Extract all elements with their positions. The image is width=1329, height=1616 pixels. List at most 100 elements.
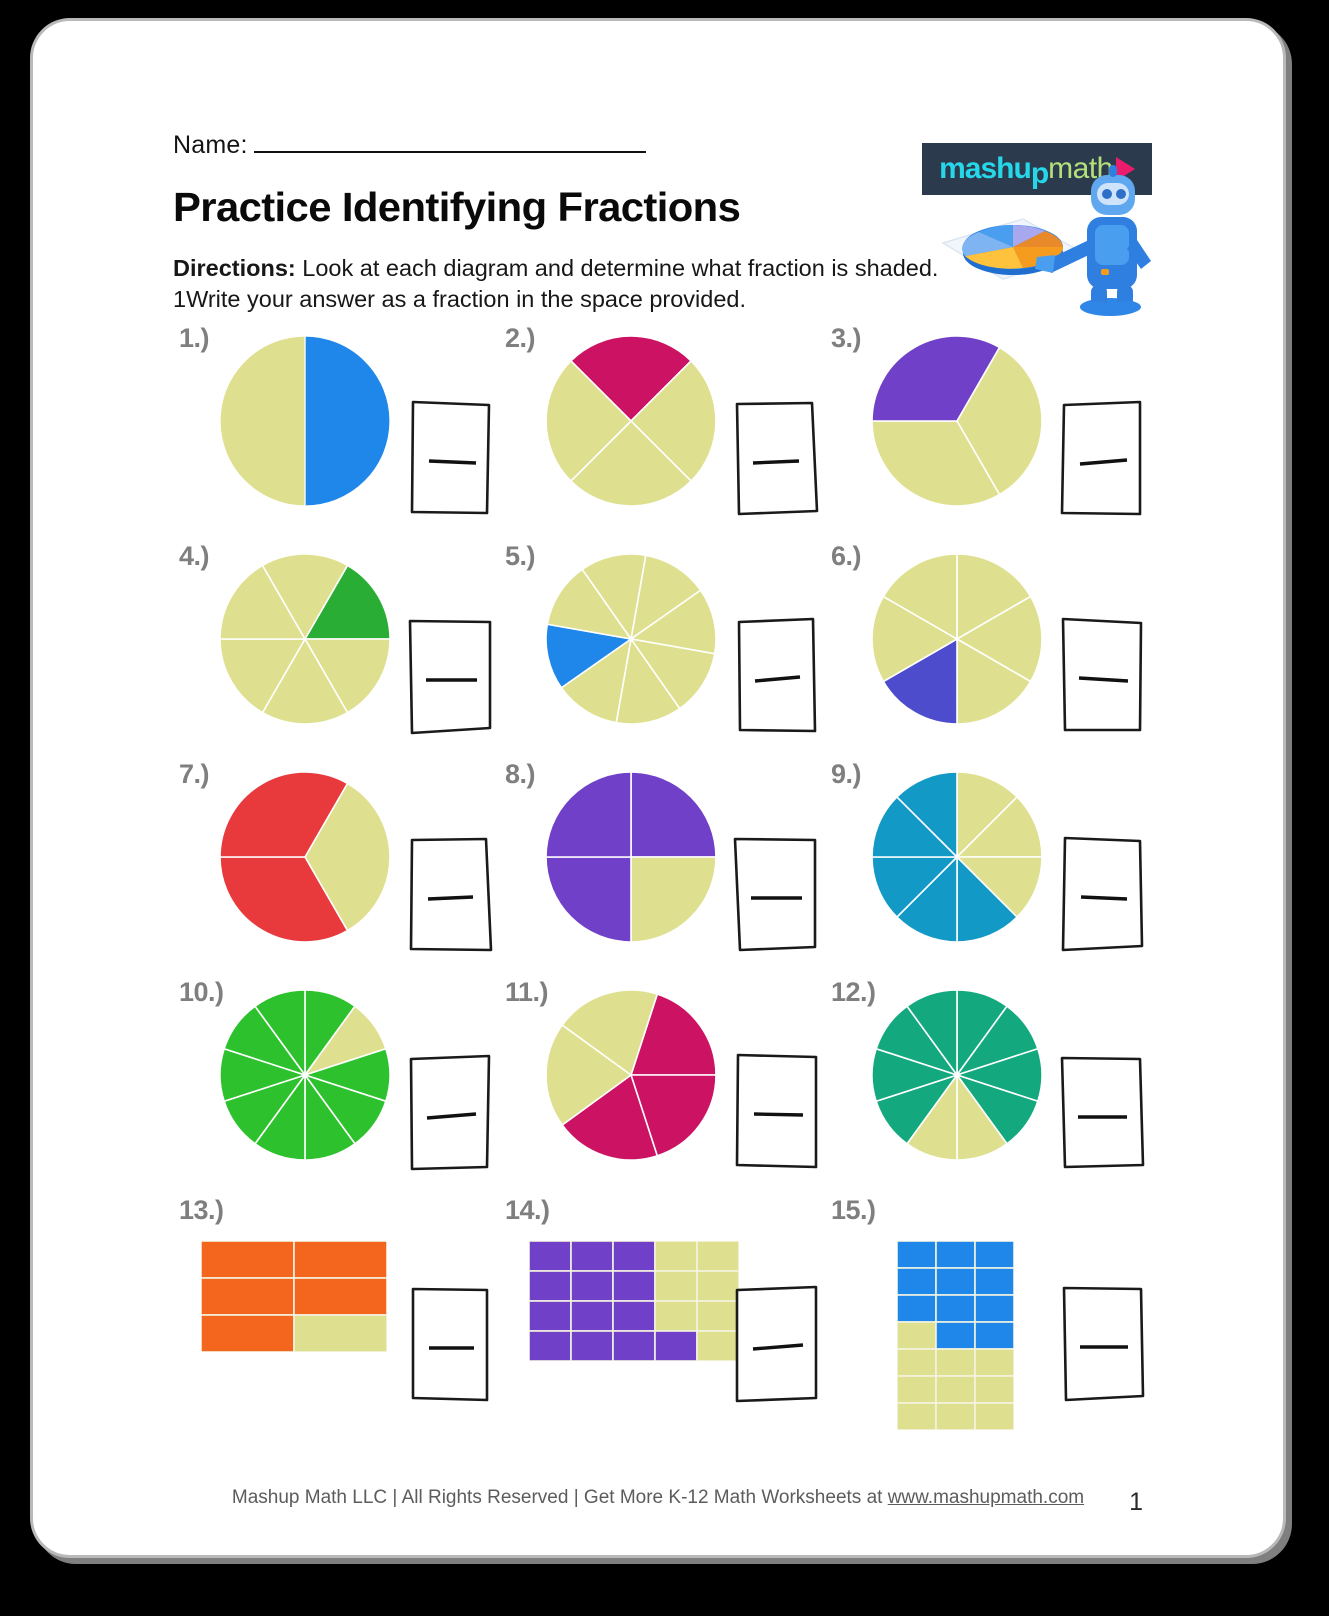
problem-number: 14.) (505, 1195, 550, 1225)
fraction-diagram (200, 1240, 388, 1357)
answer-box[interactable] (733, 1053, 819, 1171)
pie-diagram (545, 989, 717, 1161)
problem-4: 4.) (173, 535, 499, 753)
pie-slice (304, 335, 391, 507)
page-title: Practice Identifying Fractions (173, 184, 741, 230)
pie-slice (546, 568, 633, 641)
pie-slice (871, 420, 1001, 507)
box-border (409, 837, 493, 952)
grid-cell (528, 1270, 572, 1302)
problem-10: 10.) (173, 971, 499, 1189)
box-border (735, 401, 819, 516)
grid-cell (654, 1330, 698, 1362)
answer-box[interactable] (1059, 399, 1145, 517)
answer-box[interactable] (407, 399, 493, 517)
box-border (1060, 400, 1142, 516)
pie-slice (629, 993, 717, 1076)
name-label: Name: (173, 131, 248, 159)
footer-website-link[interactable]: www.mashupmath.com (887, 1487, 1085, 1508)
answer-box[interactable] (1059, 1053, 1145, 1171)
pie-slice (629, 637, 716, 710)
grid-cell (570, 1300, 614, 1332)
grid-cell (974, 1375, 1015, 1404)
fraction-diagram (867, 549, 1047, 734)
answer-box-outline (411, 1287, 489, 1402)
page-number: 1 (1129, 1488, 1143, 1516)
pie-slice (545, 856, 632, 943)
grid-cell (974, 1402, 1015, 1431)
fraction-diagram (541, 767, 721, 952)
problem-15: 15.) (825, 1189, 1151, 1431)
pie-slice (882, 637, 958, 725)
answer-box[interactable] (1059, 1285, 1145, 1403)
problem-number: 15.) (831, 1195, 876, 1225)
grid-diagram (896, 1240, 1015, 1431)
pie-slice (581, 553, 647, 642)
name-write-in-line[interactable] (253, 151, 646, 153)
pie-slice (628, 589, 717, 655)
box-border (1060, 1056, 1145, 1169)
problem-6: 6.) (825, 535, 1151, 753)
grid-cell (935, 1375, 976, 1404)
answer-box[interactable] (407, 1053, 493, 1171)
grid-cell (200, 1314, 295, 1353)
pie-slice (956, 855, 1019, 943)
pie-slice (545, 771, 632, 858)
pie-slice (629, 1074, 717, 1157)
answer-box[interactable] (407, 617, 493, 735)
pie-slice (956, 771, 1019, 859)
answer-box[interactable] (407, 835, 493, 953)
answer-box-outline (409, 1054, 491, 1171)
pie-slice (882, 553, 958, 641)
name-field-row: Name: (173, 131, 646, 160)
fraction-bar (1078, 676, 1129, 683)
problem-row-1: 1.) 2.) 3.) (173, 317, 1153, 535)
grid-cell (974, 1321, 1015, 1350)
grid-cell (612, 1270, 656, 1302)
pie-slice (895, 771, 958, 859)
answer-box[interactable] (733, 399, 819, 517)
pie-slice (630, 771, 717, 858)
answer-box-outline (1061, 836, 1144, 952)
box-border (1062, 1286, 1145, 1402)
pie-slice (871, 335, 1001, 422)
fraction-bar (428, 459, 477, 465)
answer-box[interactable] (733, 835, 819, 953)
box-border (1061, 836, 1144, 952)
pie-slice (630, 856, 717, 943)
worksheet-page: Name: Practice Identifying Fractions Dir… (30, 18, 1286, 1558)
fraction-bar (752, 1343, 804, 1351)
grid-cell (935, 1402, 976, 1431)
pie-slice (303, 638, 391, 714)
fraction-diagram (215, 331, 395, 516)
answer-box[interactable] (733, 617, 819, 735)
problem-row-2: 4.) 5.) 6.) (173, 535, 1153, 753)
answer-box[interactable] (1059, 617, 1145, 735)
answer-box[interactable] (733, 1285, 819, 1403)
logo-text-mashu: mashu (939, 152, 1032, 185)
pie-slice (219, 771, 349, 858)
pie-diagram (871, 553, 1043, 725)
answer-box[interactable] (1059, 835, 1145, 953)
problem-number: 10.) (179, 977, 224, 1007)
pie-slice (261, 637, 349, 725)
fraction-diagram (867, 767, 1047, 952)
problem-7: 7.) (173, 753, 499, 971)
grid-cell (528, 1300, 572, 1332)
problems-grid: 1.) 2.) 3.) 4.) 5.) (173, 317, 1153, 1431)
fraction-diagram (541, 331, 721, 516)
pie-slice (561, 1073, 659, 1161)
grid-cell (200, 1240, 295, 1279)
problem-number: 12.) (831, 977, 876, 1007)
grid-cell (896, 1267, 937, 1296)
problem-number: 1.) (179, 323, 210, 353)
pie-slice (219, 335, 306, 507)
pie-slice (560, 637, 633, 724)
problem-number: 2.) (505, 323, 536, 353)
grid-cell (896, 1321, 937, 1350)
grid-cell (612, 1240, 656, 1272)
box-border (409, 1054, 491, 1171)
problem-number: 4.) (179, 541, 210, 571)
answer-box[interactable] (407, 1285, 493, 1403)
box-border (1061, 617, 1143, 732)
